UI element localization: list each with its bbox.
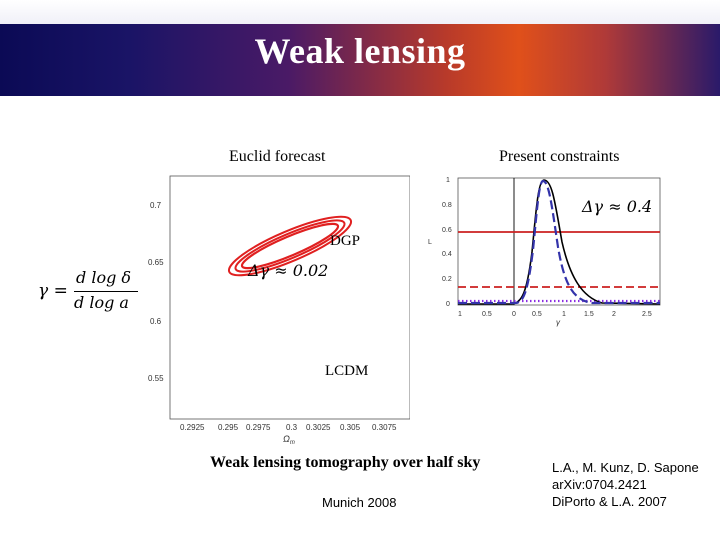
xtick-1: 0.2925 [180, 423, 205, 432]
xtick-7: 0.3075 [372, 423, 397, 432]
r-ytick-6: 0 [446, 301, 450, 308]
contour-inner [240, 222, 340, 270]
ref-line-3: DiPorto & L.A. 2007 [552, 494, 667, 509]
gamma-formula: γ = d log δ d log a [38, 268, 148, 316]
r-xtick-6: 1.5 [584, 311, 594, 318]
delta-gamma-left: Δγ ≈ 0.02 [247, 261, 328, 280]
xtick-5: 0.3025 [306, 423, 331, 432]
bottom-caption: Weak lensing tomography over half sky [210, 454, 481, 471]
x-axis-label: Ωm [283, 434, 295, 446]
ytick-1: 0.7 [150, 201, 162, 210]
right-caption: Present constraints [499, 148, 620, 165]
r-xtick-7: 2 [612, 311, 616, 318]
contour-mid [234, 219, 346, 273]
references: L.A., M. Kunz, D. Sapone arXiv:0704.2421… [552, 459, 699, 510]
r-xtick-1: 1 [458, 311, 462, 318]
r-ylabel: L [428, 239, 432, 246]
xtick-6: 0.305 [340, 423, 361, 432]
r-ytick-5: 0.2 [442, 276, 452, 283]
likelihood-dashed [458, 179, 660, 305]
contour-outer [227, 215, 353, 277]
r-xlabel: γ [556, 318, 561, 327]
r-x-axis-ticks: 1 0.5 0 0.5 1 1.5 2 2.5 [458, 311, 652, 318]
xtick-4: 0.3 [286, 423, 298, 432]
x-axis-ticks: 0.2925 0.295 0.2975 0.3 0.3025 0.305 0.3… [180, 423, 397, 432]
r-xtick-2: 0.5 [482, 311, 492, 318]
footer-left: Munich 2008 [322, 495, 397, 510]
present-constraints-plot: 1 0.8 0.6 0.4 0.2 0 L 1 0.5 0 0.5 1 1.5 … [428, 177, 661, 327]
ytick-4: 0.55 [148, 374, 164, 383]
ytick-3: 0.6 [150, 317, 162, 326]
euclid-contour-plot: 0.7 0.65 0.6 0.55 0.2925 0.295 0.2975 0.… [148, 175, 410, 446]
fraction-bar [74, 291, 138, 292]
left-caption: Euclid forecast [229, 148, 326, 165]
plot-frame-right [457, 177, 661, 306]
lcdm-label: LCDM [325, 363, 368, 379]
title-bar [0, 24, 720, 96]
xtick-2: 0.295 [218, 423, 239, 432]
r-xtick-5: 1 [562, 311, 566, 318]
r-ytick-1: 1 [446, 177, 450, 184]
ytick-2: 0.65 [148, 258, 164, 267]
confidence-contours [227, 215, 353, 277]
plot-frame [169, 175, 410, 420]
r-xtick-8: 2.5 [642, 311, 652, 318]
r-xtick-4: 0.5 [532, 311, 542, 318]
r-ytick-2: 0.8 [442, 202, 452, 209]
formula-numerator: d log δ [76, 268, 132, 287]
formula-lhs: γ = [38, 281, 68, 301]
slide-title: Weak lensing [254, 31, 466, 71]
delta-gamma-right: Δγ ≈ 0.4 [581, 197, 652, 216]
ref-line-2: arXiv:0704.2421 [552, 477, 647, 492]
formula-denominator: d log a [74, 293, 129, 312]
r-ytick-4: 0.4 [442, 251, 452, 258]
r-ytick-3: 0.6 [442, 227, 452, 234]
xtick-3: 0.2975 [246, 423, 271, 432]
header-fade [0, 0, 720, 24]
ref-line-1: L.A., M. Kunz, D. Sapone [552, 460, 699, 475]
dgp-label: DGP [330, 233, 360, 249]
r-xtick-3: 0 [512, 311, 516, 318]
